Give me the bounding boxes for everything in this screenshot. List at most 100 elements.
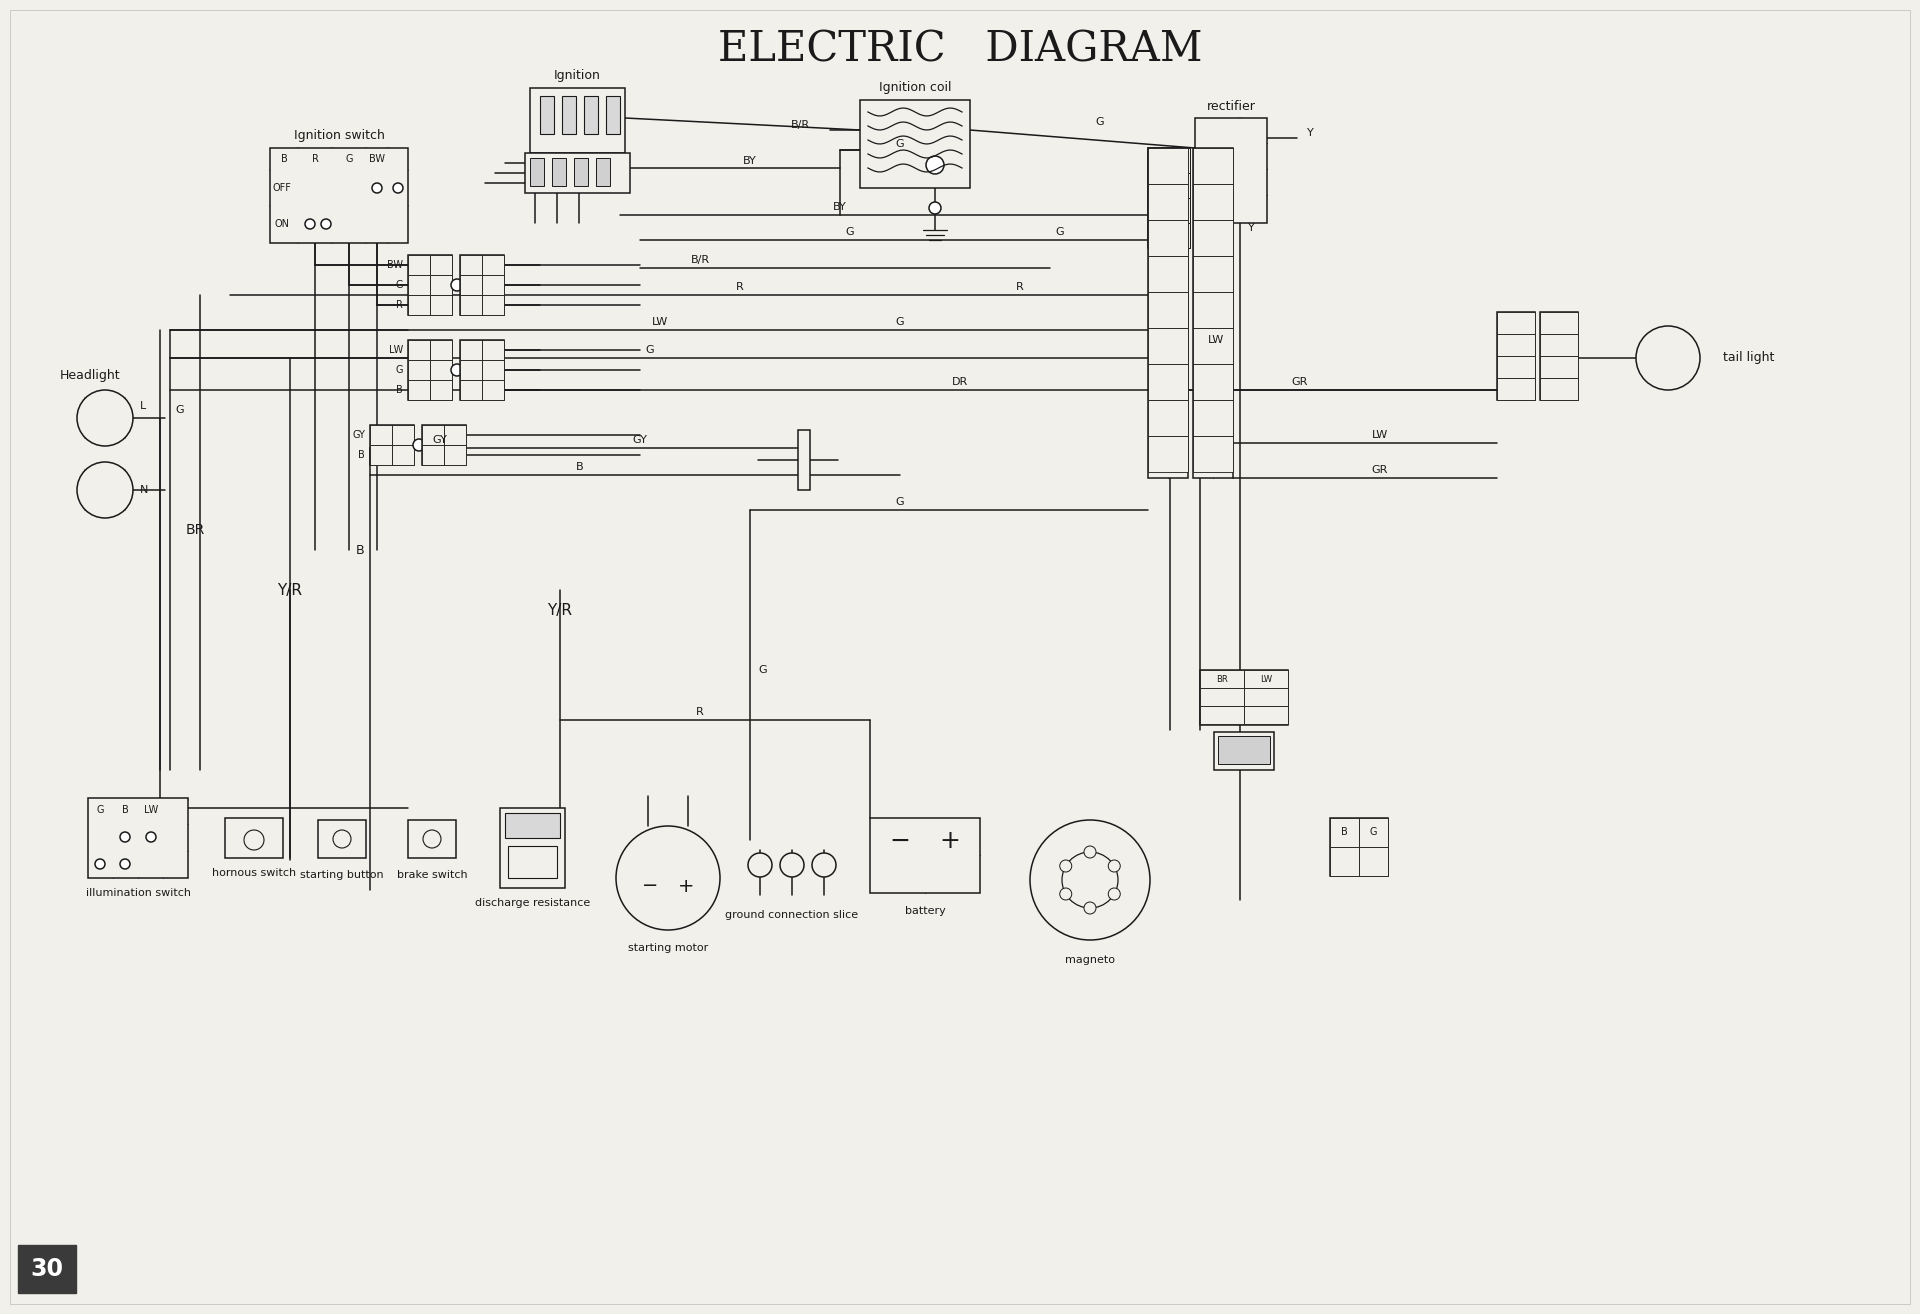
Bar bbox=[319, 820, 367, 858]
Bar bbox=[1359, 848, 1388, 876]
Text: Y: Y bbox=[1248, 223, 1256, 233]
Bar bbox=[461, 275, 482, 296]
Bar bbox=[1498, 311, 1534, 334]
Circle shape bbox=[451, 279, 463, 290]
Circle shape bbox=[1636, 326, 1699, 390]
Bar bbox=[1192, 184, 1233, 219]
Circle shape bbox=[321, 219, 330, 229]
Circle shape bbox=[749, 853, 772, 876]
Text: hornous switch: hornous switch bbox=[211, 869, 296, 878]
Circle shape bbox=[244, 830, 265, 850]
Bar bbox=[1148, 328, 1188, 364]
Bar bbox=[553, 158, 566, 187]
Text: battery: battery bbox=[904, 905, 945, 916]
Bar bbox=[461, 296, 482, 315]
Text: starting button: starting button bbox=[300, 870, 384, 880]
Text: BR: BR bbox=[186, 523, 205, 537]
Bar bbox=[271, 148, 407, 243]
Text: GR: GR bbox=[1371, 465, 1388, 474]
Circle shape bbox=[812, 853, 835, 876]
Bar bbox=[1200, 670, 1244, 689]
Bar bbox=[430, 360, 451, 380]
Text: GR: GR bbox=[1292, 377, 1308, 388]
Text: 30: 30 bbox=[31, 1257, 63, 1281]
Text: Ignition coil: Ignition coil bbox=[879, 81, 950, 95]
Circle shape bbox=[1060, 888, 1071, 900]
Text: B: B bbox=[1340, 827, 1348, 837]
Bar bbox=[430, 275, 451, 296]
Bar bbox=[1148, 436, 1188, 472]
Circle shape bbox=[1085, 846, 1096, 858]
Text: LW: LW bbox=[1208, 335, 1225, 346]
Text: magneto: magneto bbox=[1066, 955, 1116, 964]
Text: G: G bbox=[1096, 117, 1104, 127]
Text: LW: LW bbox=[388, 346, 403, 355]
Bar bbox=[407, 340, 430, 360]
Bar bbox=[860, 100, 970, 188]
Bar bbox=[1148, 148, 1190, 248]
Bar bbox=[461, 360, 482, 380]
Text: G: G bbox=[396, 280, 403, 290]
Bar bbox=[430, 380, 451, 399]
Bar bbox=[407, 820, 457, 858]
Bar bbox=[482, 380, 503, 399]
Text: B: B bbox=[576, 463, 584, 472]
Bar bbox=[482, 360, 503, 380]
Bar bbox=[1540, 311, 1578, 399]
Text: Y/R: Y/R bbox=[278, 582, 303, 598]
Text: BW: BW bbox=[369, 154, 386, 164]
Bar bbox=[422, 424, 444, 445]
Bar bbox=[540, 96, 555, 134]
Bar bbox=[371, 424, 392, 445]
Bar bbox=[1194, 118, 1267, 223]
Bar bbox=[461, 255, 482, 275]
Bar bbox=[1498, 378, 1534, 399]
Text: G: G bbox=[897, 317, 904, 327]
Text: DR: DR bbox=[952, 377, 968, 388]
Text: G: G bbox=[845, 227, 854, 237]
Bar bbox=[1498, 311, 1534, 399]
Text: +: + bbox=[678, 876, 695, 896]
Text: discharge resistance: discharge resistance bbox=[474, 897, 589, 908]
Bar bbox=[1192, 148, 1233, 478]
Circle shape bbox=[1029, 820, 1150, 940]
Circle shape bbox=[925, 156, 945, 173]
Bar bbox=[1540, 311, 1578, 334]
Bar bbox=[1148, 292, 1188, 328]
Text: −: − bbox=[641, 876, 659, 896]
Text: B/R: B/R bbox=[791, 120, 810, 130]
Text: ELECTRIC   DIAGRAM: ELECTRIC DIAGRAM bbox=[718, 29, 1202, 71]
Text: G: G bbox=[1056, 227, 1064, 237]
Bar bbox=[524, 152, 630, 193]
Bar bbox=[1331, 848, 1359, 876]
Bar bbox=[88, 798, 188, 878]
Text: GY: GY bbox=[432, 435, 447, 445]
Bar bbox=[530, 158, 543, 187]
Text: B: B bbox=[121, 805, 129, 815]
Bar bbox=[1148, 148, 1188, 478]
Bar bbox=[574, 158, 588, 187]
Text: Headlight: Headlight bbox=[60, 369, 121, 382]
Text: OFF: OFF bbox=[273, 183, 292, 193]
Text: BW: BW bbox=[388, 260, 403, 269]
Text: B: B bbox=[396, 385, 403, 396]
Bar bbox=[371, 445, 392, 465]
Bar bbox=[407, 340, 451, 399]
Bar bbox=[482, 296, 503, 315]
Bar bbox=[509, 846, 557, 878]
Circle shape bbox=[413, 439, 424, 451]
Bar bbox=[422, 424, 467, 465]
Bar bbox=[1540, 378, 1578, 399]
Text: starting motor: starting motor bbox=[628, 943, 708, 953]
Bar bbox=[407, 360, 430, 380]
Bar bbox=[1200, 689, 1244, 706]
Bar bbox=[1192, 436, 1233, 472]
Circle shape bbox=[1108, 859, 1119, 872]
Bar bbox=[563, 96, 576, 134]
Text: R: R bbox=[396, 300, 403, 310]
Bar bbox=[1192, 256, 1233, 292]
Text: LW: LW bbox=[1373, 430, 1388, 440]
Bar bbox=[430, 340, 451, 360]
Bar bbox=[1200, 706, 1244, 724]
Bar bbox=[371, 424, 415, 465]
